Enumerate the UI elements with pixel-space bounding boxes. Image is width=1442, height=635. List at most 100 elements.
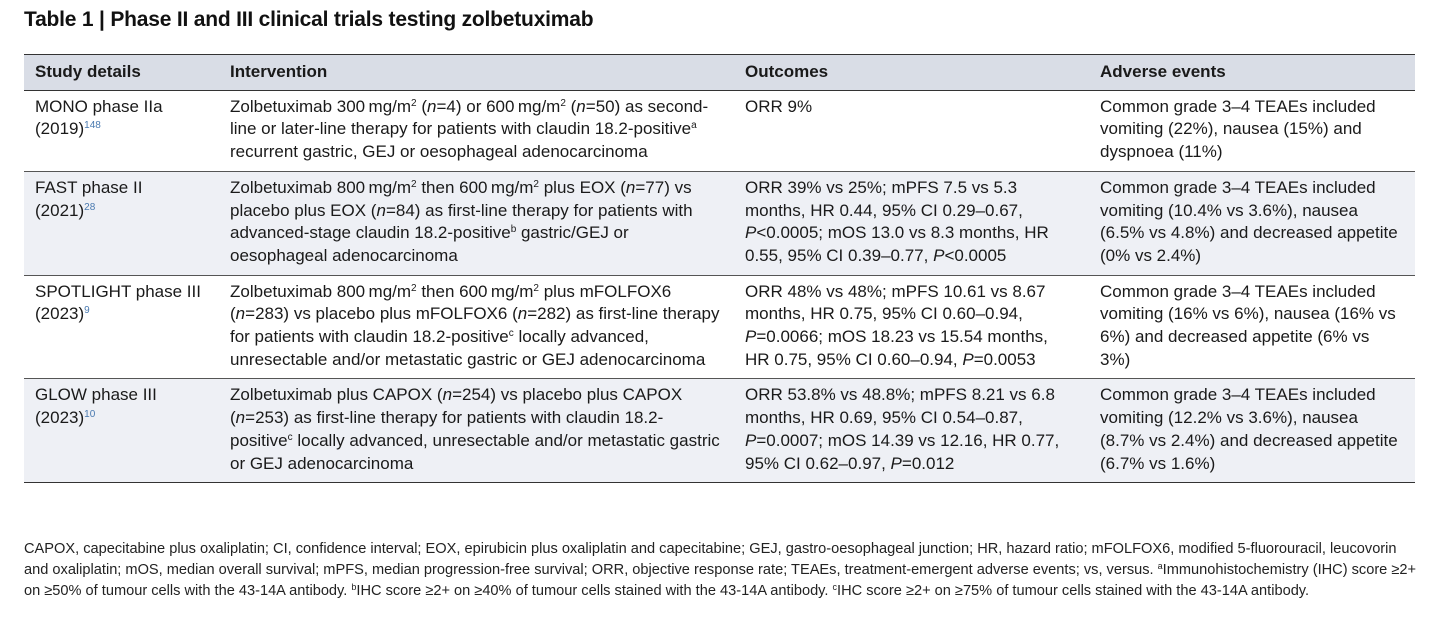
footnote-marker: c <box>832 582 838 593</box>
footnote-text: IHC score ≥2+ on ≥40% of tumour cells st… <box>356 583 833 600</box>
text-run: ORR 39% vs 25%; mPFS 7.5 vs 5.3 months, … <box>745 177 1023 220</box>
study-year: (2019) <box>35 119 85 139</box>
italic-symbol: n <box>235 408 246 428</box>
text-run: then 600 mg/m <box>416 281 534 301</box>
text-run: =77) vs placebo plus EOX ( <box>230 177 692 220</box>
text-run: plus EOX ( <box>538 177 626 197</box>
text-run: <0.0005; mOS 13.0 vs 8.3 months, HR 0.55… <box>745 223 1049 265</box>
footnote-marker: b <box>351 582 357 593</box>
italic-symbol: n <box>517 304 528 324</box>
text-run: Zolbetuximab 800 mg/m <box>230 281 412 301</box>
study-details-cell: SPOTLIGHT phase III (2023)9 <box>24 275 219 379</box>
reference-marker: 9 <box>84 305 90 317</box>
outcomes-cell: ORR 48% vs 48%; mPFS 10.61 vs 8.67 month… <box>734 275 1089 379</box>
study-year: (2023) <box>35 304 85 324</box>
italic-symbol: P <box>890 453 902 473</box>
text-run: locally advanced, unresectable and/or me… <box>230 327 706 369</box>
footnote-marker: b <box>510 224 517 236</box>
table-row: SPOTLIGHT phase III (2023)9 Zolbetuximab … <box>24 275 1415 379</box>
study-year: (2021) <box>35 200 85 220</box>
italic-symbol: n <box>427 96 437 116</box>
superscript: 2 <box>411 282 417 294</box>
text-run: gastric/GEJ or oesophageal adenocarcinom… <box>230 223 629 265</box>
text-run: ORR 48% vs 48%; mPFS 10.61 vs 8.67 month… <box>745 281 1046 324</box>
text-run: ORR 53.8% vs 48.8%; mPFS 8.21 vs 6.8 mon… <box>745 385 1055 428</box>
italic-symbol: P <box>745 430 757 450</box>
intervention-cell: Zolbetuximab 800 mg/m2 then 600 mg/m2 pl… <box>219 275 734 379</box>
text-run: recurrent gastric, GEJ or oesophageal ad… <box>230 142 648 162</box>
italic-symbol: P <box>745 327 757 347</box>
reference-marker: 148 <box>84 120 101 132</box>
superscript: 2 <box>560 97 566 109</box>
study-name: SPOTLIGHT phase III <box>35 281 201 301</box>
text-run: =0.012 <box>901 453 955 473</box>
study-year: (2023) <box>35 408 85 428</box>
table-header-row: Study details Intervention Outcomes Adve… <box>24 54 1415 91</box>
text-run: ( <box>416 96 427 116</box>
superscript: 2 <box>533 282 539 294</box>
text-run: ORR 9% <box>745 96 813 116</box>
table-row: MONO phase IIa (2019)148 Zolbetuximab 300… <box>24 90 1415 172</box>
outcomes-cell: ORR 53.8% vs 48.8%; mPFS 8.21 vs 6.8 mon… <box>734 379 1089 483</box>
superscript: 2 <box>411 97 417 109</box>
superscript: 2 <box>411 178 417 190</box>
text-run: then 600 mg/m <box>416 177 534 197</box>
italic-symbol: n <box>576 96 586 116</box>
italic-symbol: P <box>933 245 945 265</box>
superscript: 2 <box>533 178 539 190</box>
italic-symbol: n <box>442 385 453 405</box>
text-run: =254) vs placebo plus CAPOX ( <box>230 385 683 428</box>
italic-symbol: P <box>962 349 974 369</box>
study-name: MONO phase IIa <box>35 96 163 116</box>
table-row: FAST phase II (2021)28 Zolbetuximab 800 m… <box>24 171 1415 276</box>
outcomes-cell: ORR 39% vs 25%; mPFS 7.5 vs 5.3 months, … <box>734 171 1089 275</box>
text-run: Zolbetuximab 800 mg/m <box>230 177 412 197</box>
text-run: plus mFOLFOX6 ( <box>230 281 672 324</box>
study-details-cell: MONO phase IIa (2019)148 <box>24 90 219 171</box>
text-run: Zolbetuximab plus CAPOX ( <box>230 385 443 405</box>
italic-symbol: P <box>745 223 757 243</box>
adverse-events-cell: Common grade 3–4 TEAEs included vomiting… <box>1100 96 1376 162</box>
intervention-cell: Zolbetuximab 800 mg/m2 then 600 mg/m2 pl… <box>219 171 734 275</box>
text-run: =253) as first-line therapy for patients… <box>230 408 664 450</box>
study-name: FAST phase II <box>35 177 143 197</box>
italic-symbol: n <box>376 200 386 220</box>
text-run: =282) as first-line therapy for patients… <box>230 304 720 347</box>
footnote-marker: c <box>508 328 514 340</box>
footnote-text: IHC score ≥2+ on ≥75% of tumour cells st… <box>837 583 1310 600</box>
footnote-marker: a <box>1157 561 1163 572</box>
table-footnote: CAPOX, capecitabine plus oxaliplatin; CI… <box>24 539 1419 603</box>
reference-marker: 10 <box>84 409 96 421</box>
text-run: ( <box>565 96 577 116</box>
outcomes-cell: ORR 9% <box>734 90 1089 171</box>
text-run: =84) as first-line therapy for patients … <box>230 200 693 243</box>
intervention-cell: Zolbetuximab 300 mg/m2 (n=4) or 600 mg/m… <box>219 90 734 171</box>
italic-symbol: n <box>625 177 636 197</box>
italic-symbol: n <box>235 304 246 324</box>
header-adverse-events: Adverse events <box>1100 62 1226 81</box>
text-run: =4) or 600 mg/m <box>436 96 561 116</box>
footnote-text: Immunohistochemistry (IHC) score ≥2+ on … <box>24 562 1417 600</box>
trials-table: Study details Intervention Outcomes Adve… <box>24 54 1415 483</box>
header-outcomes: Outcomes <box>745 62 829 81</box>
text-run: locally advanced, unresectable and/or me… <box>230 430 720 473</box>
text-run: =0.0007; mOS 14.39 vs 12.16, HR 0.77, 95… <box>745 430 1060 473</box>
abbreviations-text: CAPOX, capecitabine plus oxaliplatin; CI… <box>24 541 1397 579</box>
study-name: GLOW phase III <box>35 385 157 405</box>
header-study-details: Study details <box>35 62 141 81</box>
intervention-cell: Zolbetuximab plus CAPOX (n=254) vs place… <box>219 379 734 483</box>
text-run: =50) as second-line or later-line therap… <box>230 96 709 139</box>
reference-marker: 28 <box>84 201 96 213</box>
header-intervention: Intervention <box>230 62 328 81</box>
text-run: =0.0066; mOS 18.23 vs 15.54 months, HR 0… <box>745 327 1048 369</box>
text-run: =283) vs placebo plus mFOLFOX6 ( <box>245 304 518 324</box>
adverse-events-cell: Common grade 3–4 TEAEs included vomiting… <box>1100 177 1398 265</box>
text-run: Zolbetuximab 300 mg/m <box>230 96 412 116</box>
text-run: =0.0053 <box>973 349 1036 369</box>
text-run: <0.0005 <box>944 245 1007 265</box>
study-details-cell: GLOW phase III (2023)10 <box>24 379 219 483</box>
table-title: Table 1 | Phase II and III clinical tria… <box>24 8 594 31</box>
footnote-marker: c <box>287 431 293 443</box>
table-row: GLOW phase III (2023)10 Zolbetuximab plus… <box>24 378 1415 483</box>
